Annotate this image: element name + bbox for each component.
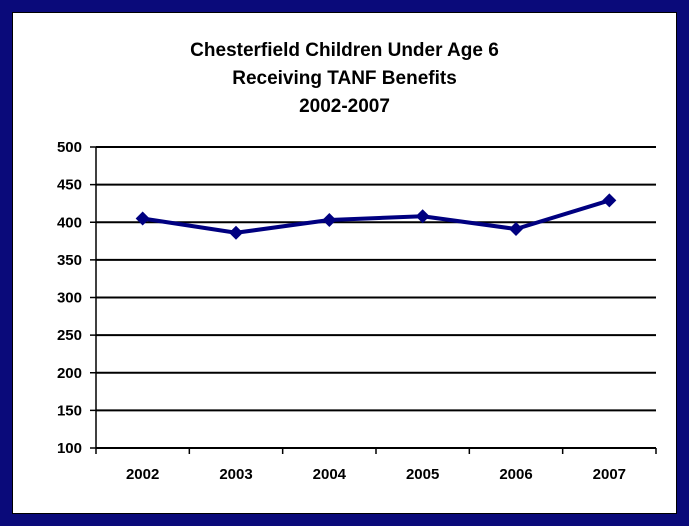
data-point-2006 [509,222,523,237]
y-tick-label: 350 [57,252,82,269]
y-tick-label: 100 [57,440,82,457]
y-tick-label: 150 [57,402,82,419]
data-point-2004 [322,212,337,227]
y-tick-label: 450 [57,177,82,194]
y-tick-label: 300 [57,290,82,307]
chart-panel: Chesterfield Children Under Age 6 Receiv… [12,12,677,514]
x-tick-labels: 2002 2003 2004 2005 2006 2007 [126,466,626,483]
x-tick-label: 2005 [406,466,439,483]
axes [90,146,657,454]
series-line [142,198,610,235]
x-tick-label: 2002 [126,466,159,483]
data-point-2002 [135,211,150,226]
gridlines [96,146,656,449]
x-tick-label: 2007 [593,466,626,483]
y-tick-labels: 100 150 200 250 300 350 400 450 500 [57,139,82,457]
x-tick-label: 2003 [219,466,252,483]
y-tick-label: 400 [57,214,82,231]
y-tick-label: 200 [57,365,82,382]
chart-title-line-3: 2002-2007 [299,96,390,117]
data-point-2005 [415,209,430,224]
chart-title-line-1: Chesterfield Children Under Age 6 [190,40,499,61]
x-tick-label: 2004 [313,466,347,483]
y-tick-label: 250 [57,327,82,344]
chart-title-line-2: Receiving TANF Benefits [232,68,457,89]
series [135,193,617,240]
chart-title: Chesterfield Children Under Age 6 Receiv… [13,37,676,121]
data-point-2003 [229,225,243,240]
y-tick-label: 500 [57,139,82,156]
x-tick-label: 2006 [499,466,532,483]
data-point-2007 [602,193,617,208]
